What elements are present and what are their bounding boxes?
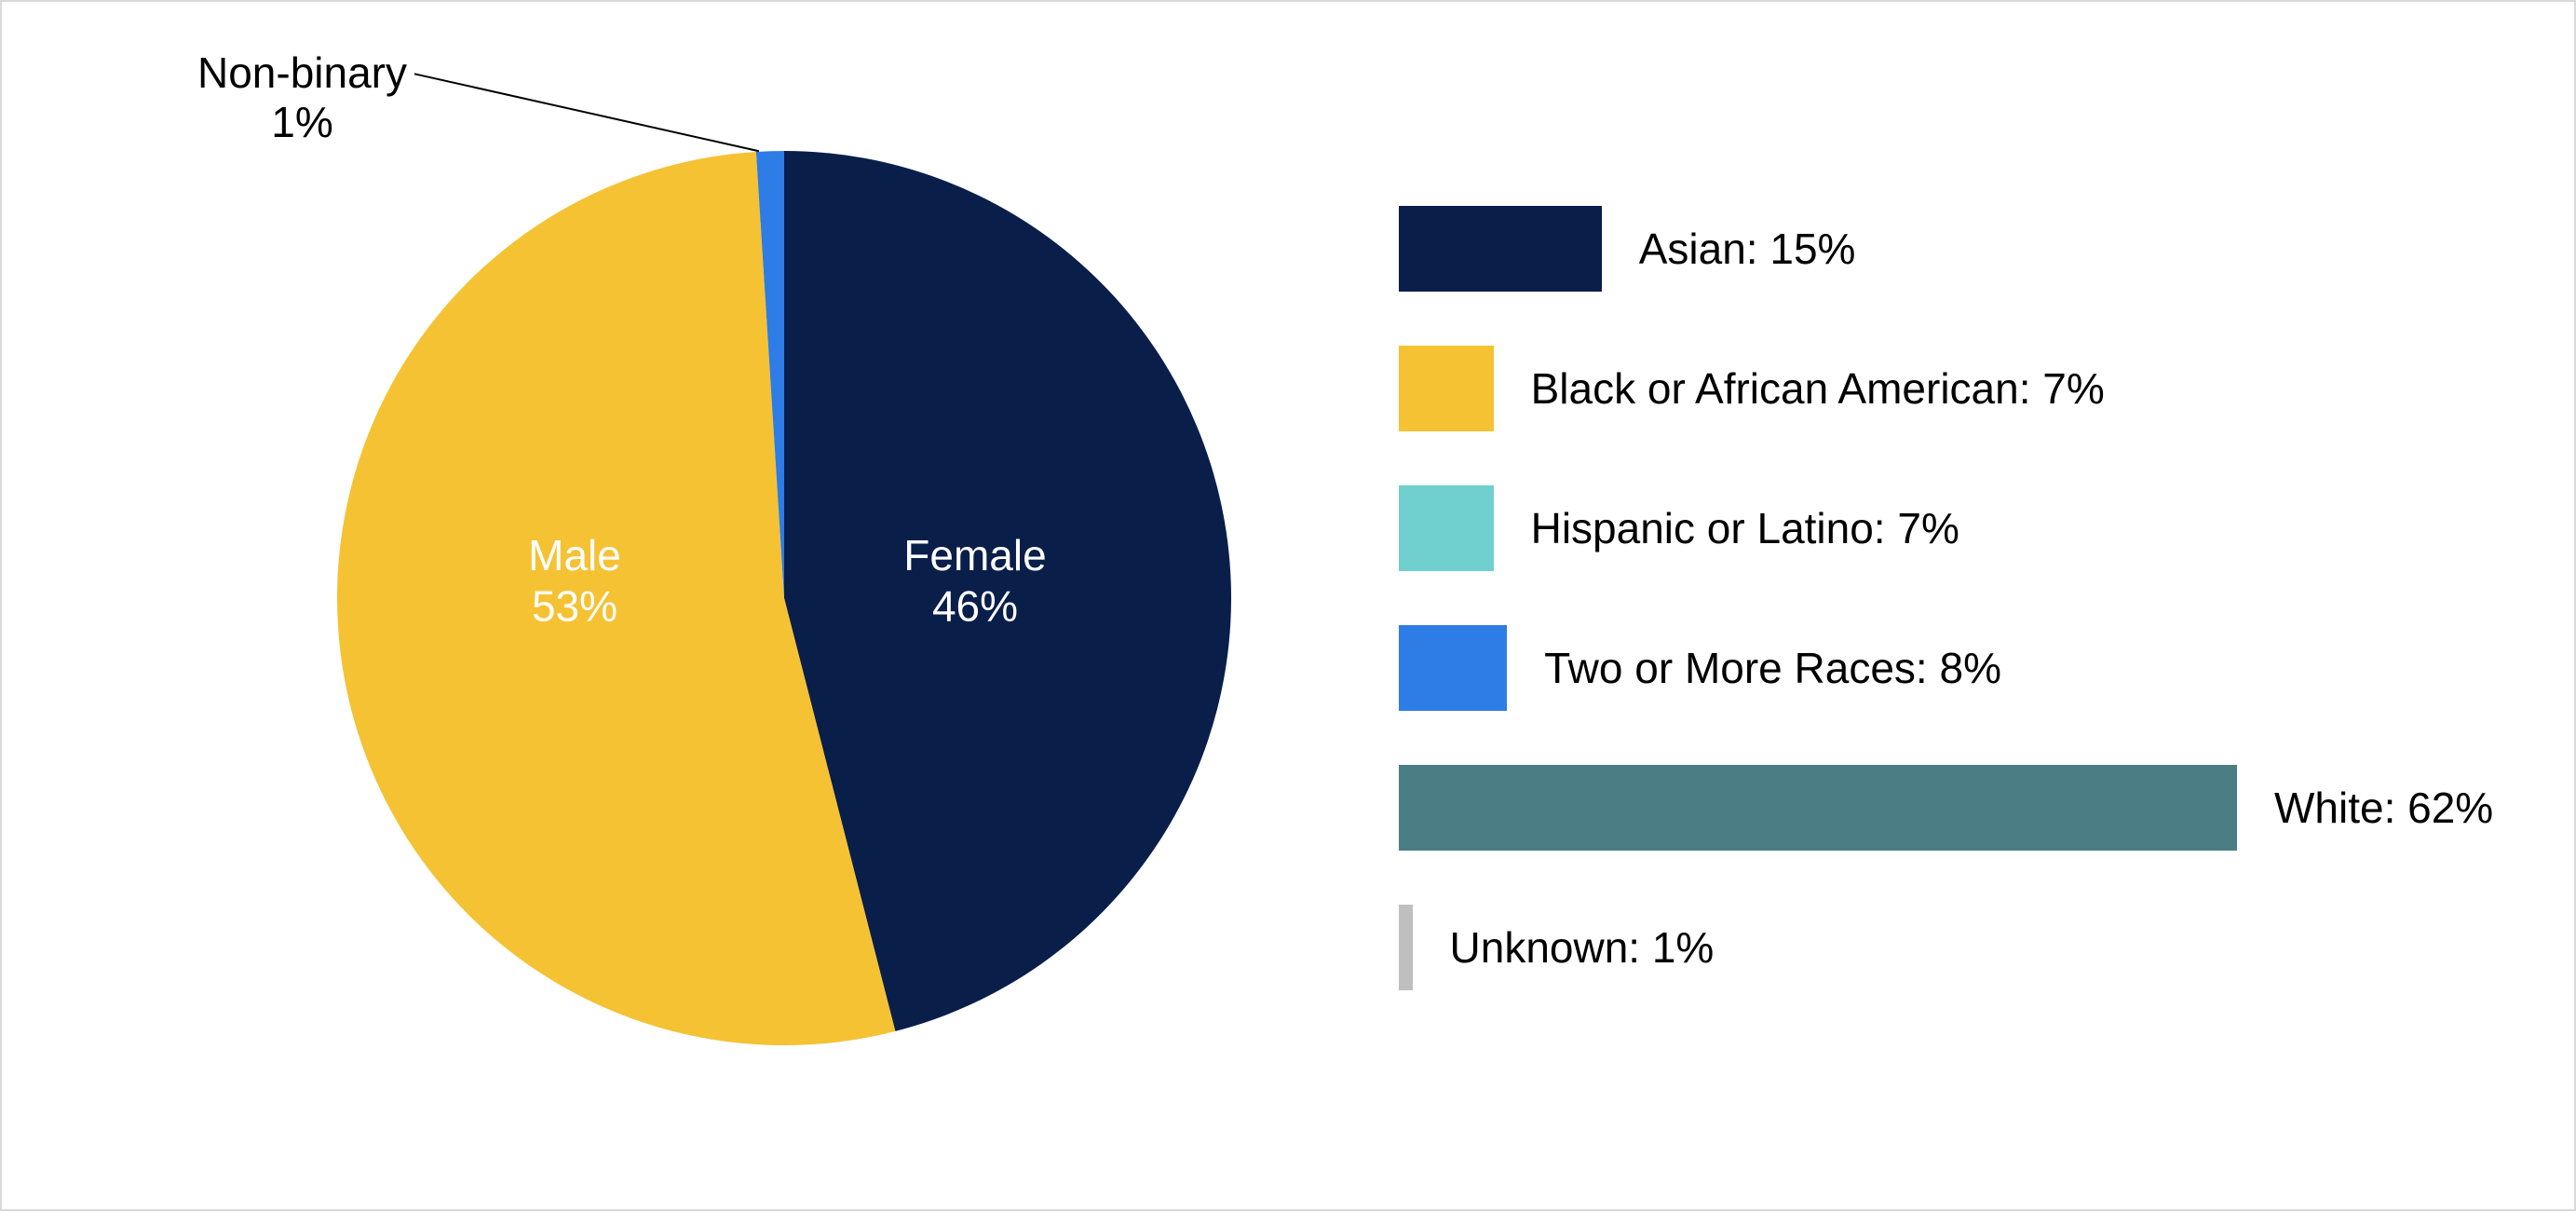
- chart-frame: Non-binary 1% Female46% Male53% Asian: 15…: [0, 0, 2576, 1211]
- bar-label-black: Black or African American: 7%: [1531, 363, 2105, 414]
- bar-label-white: White: 62%: [2274, 783, 2493, 833]
- bar-rect-unknown: [1399, 905, 1413, 990]
- ethnicity-bar-chart: Asian: 15% Black or African American: 7% H…: [1399, 179, 2498, 1017]
- chart-content: Non-binary 1% Female46% Male53% Asian: 15…: [2, 2, 2574, 1209]
- bar-rect-asian: [1399, 206, 1602, 292]
- gender-pie-chart: Female46% Male53%: [337, 151, 1231, 1045]
- pie-slice-pct-male: 53%: [532, 581, 617, 630]
- bar-rect-black: [1399, 346, 1494, 431]
- pie-slice-pct-female: 46%: [932, 581, 1018, 630]
- bar-row-black: Black or African American: 7%: [1399, 319, 2498, 458]
- bar-label-two: Two or More Races: 8%: [1544, 643, 2001, 693]
- bar-row-white: White: 62%: [1399, 738, 2498, 878]
- pie-callout-label: Non-binary 1%: [197, 48, 407, 147]
- bar-label-hispanic: Hispanic or Latino: 7%: [1531, 503, 1959, 553]
- bar-label-unknown: Unknown: 1%: [1450, 922, 1715, 973]
- bar-rect-hispanic: [1399, 485, 1494, 571]
- bar-row-unknown: Unknown: 1%: [1399, 878, 2498, 1017]
- bar-row-asian: Asian: 15%: [1399, 179, 2498, 319]
- bar-rect-two: [1399, 625, 1507, 711]
- bar-label-asian: Asian: 15%: [1639, 224, 1856, 274]
- bar-row-hispanic: Hispanic or Latino: 7%: [1399, 458, 2498, 598]
- pie-slice-label-male: Male: [528, 531, 621, 579]
- bar-rect-white: [1399, 765, 2237, 851]
- bar-row-two: Two or More Races: 8%: [1399, 598, 2498, 738]
- pie-callout-pct: 1%: [197, 98, 407, 147]
- pie-callout-name: Non-binary: [197, 48, 407, 98]
- pie-slice-label-female: Female: [903, 531, 1046, 579]
